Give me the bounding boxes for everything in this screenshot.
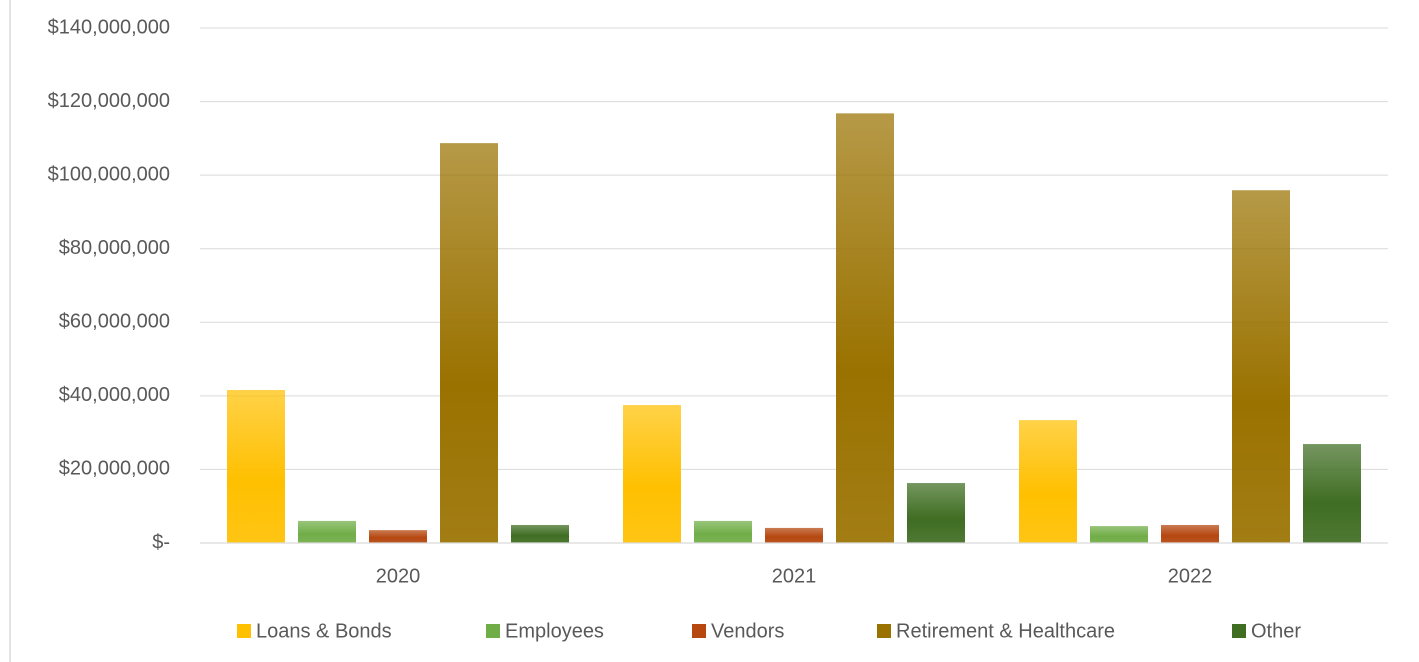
legend-swatch (692, 624, 706, 638)
bar (1161, 524, 1219, 543)
bar (298, 520, 356, 543)
bar (1303, 444, 1361, 543)
x-tick-label: 2021 (772, 565, 817, 587)
bar (227, 389, 285, 543)
legend-swatch (877, 624, 891, 638)
y-tick-label: $40,000,000 (59, 384, 170, 406)
bar (1090, 526, 1148, 543)
legend-swatch (486, 624, 500, 638)
y-tick-label: $60,000,000 (59, 311, 170, 333)
bar (623, 405, 681, 543)
y-tick-label: $140,000,000 (48, 16, 170, 38)
bar (1019, 420, 1077, 543)
x-tick-label: 2022 (1168, 565, 1213, 587)
legend-label: Employees (505, 620, 604, 642)
legend-swatch (1232, 624, 1246, 638)
y-tick-label: $100,000,000 (48, 163, 170, 185)
bar (907, 483, 965, 543)
bar (694, 520, 752, 543)
legend-label: Vendors (711, 620, 784, 642)
y-tick-label: $- (152, 531, 170, 553)
legend-label: Loans & Bonds (256, 620, 392, 642)
bar (1232, 190, 1290, 543)
legend-swatch (237, 624, 251, 638)
y-tick-label: $20,000,000 (59, 458, 170, 480)
bar (369, 530, 427, 543)
bar (765, 527, 823, 543)
legend-label: Other (1251, 620, 1301, 642)
bar (440, 143, 498, 543)
bar (511, 524, 569, 543)
y-tick-label: $80,000,000 (59, 237, 170, 259)
bar (836, 113, 894, 543)
x-tick-label: 2020 (376, 565, 421, 587)
y-tick-label: $120,000,000 (48, 90, 170, 112)
legend-label: Retirement & Healthcare (896, 620, 1115, 642)
